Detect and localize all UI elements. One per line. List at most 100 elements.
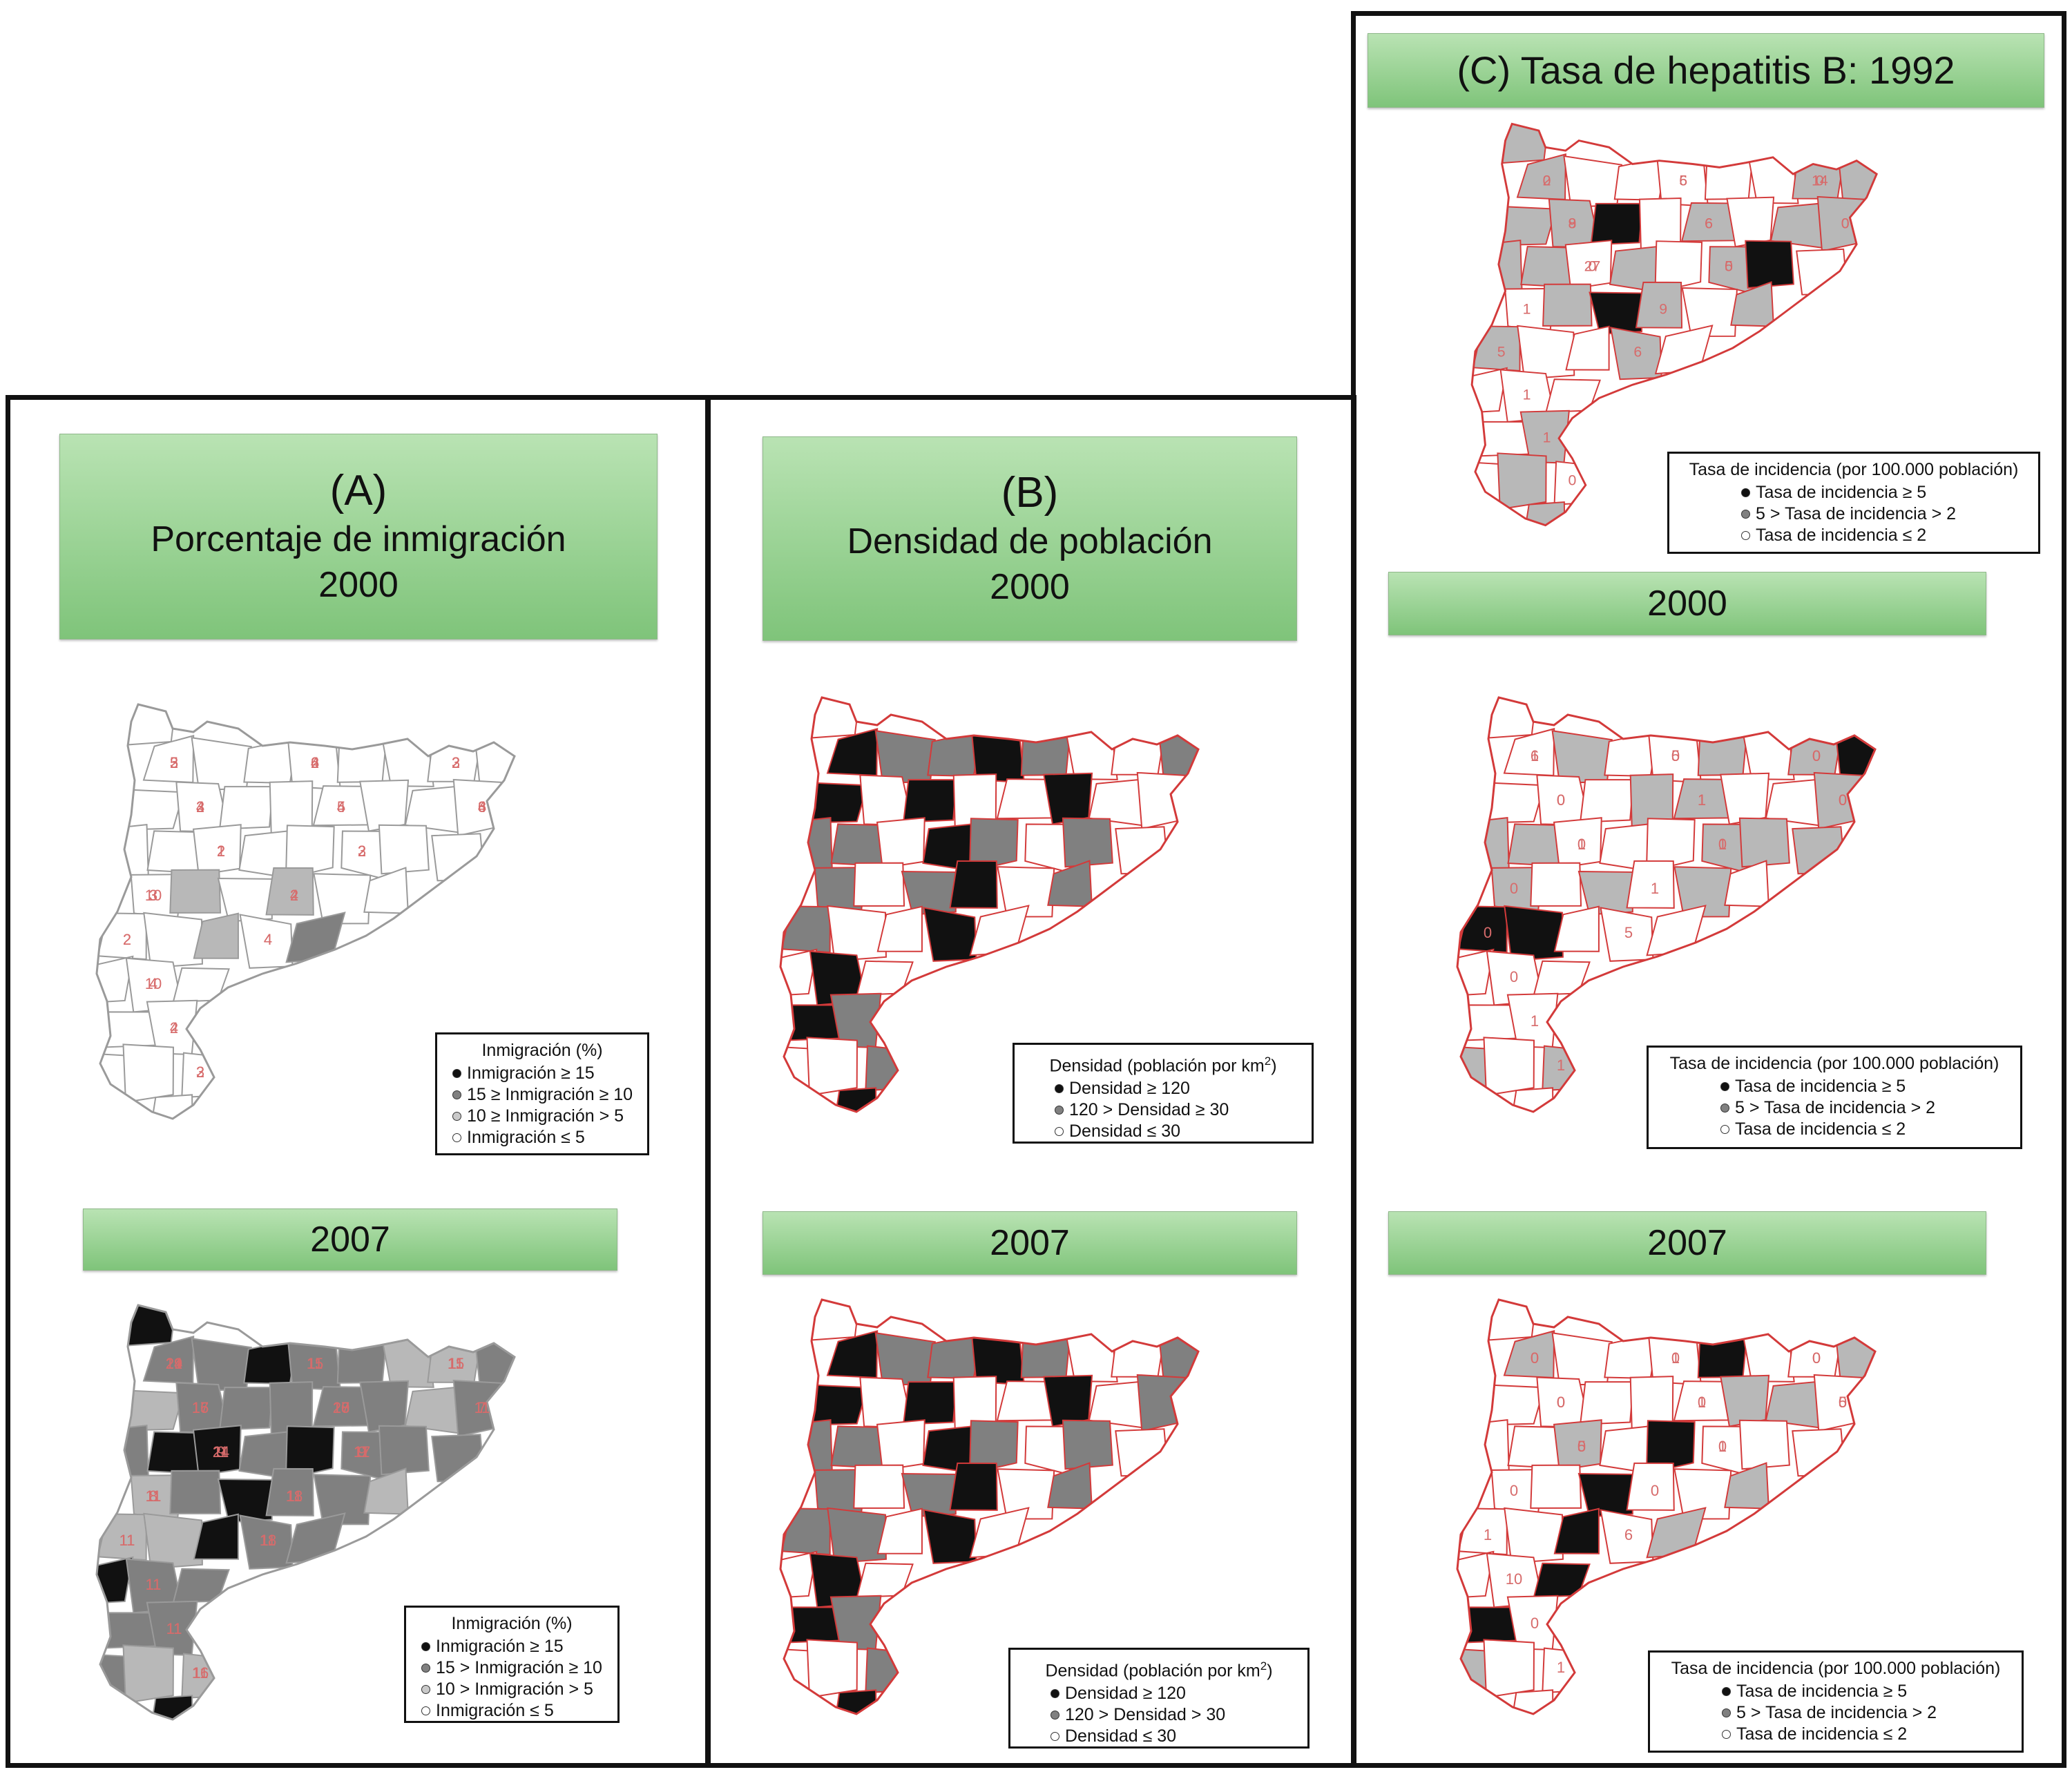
map-region [97, 955, 134, 1004]
map-region [1654, 240, 1703, 293]
panel-a-year-2007: 2007 [310, 1220, 390, 1260]
map-region [1720, 1374, 1770, 1427]
map-region [126, 1389, 185, 1432]
panel-a-title: Porcentaje de inmigración [151, 519, 566, 559]
map-region-label: 3 [358, 842, 366, 860]
map-region-label: 2 [196, 798, 204, 816]
map-region-label: 5 [170, 754, 178, 771]
map-region [285, 825, 335, 880]
map-region-label: 6 [1624, 1526, 1633, 1543]
dot-white-icon [452, 1133, 461, 1142]
map-region [97, 1011, 158, 1048]
map-region-label: 11 [448, 1355, 464, 1372]
map-region [876, 817, 925, 869]
legend-c-2000-item: Tasa de incidencia ≥ 5 [1657, 1076, 2012, 1097]
map-region [780, 948, 818, 997]
dot-dark-icon [1741, 488, 1750, 497]
map-region [191, 1338, 252, 1391]
map-region [1563, 155, 1623, 208]
map-region [1590, 202, 1644, 246]
map-region-label: 8 [149, 1487, 157, 1505]
map-region [1457, 1508, 1508, 1556]
map-region [949, 1462, 998, 1511]
map-region [1530, 862, 1582, 907]
map-region [780, 1004, 842, 1041]
map-region-label: 9 [1659, 300, 1667, 317]
dot-white-icon [1051, 1732, 1059, 1742]
map-region [1681, 287, 1738, 337]
map-region-label: 6 [1679, 172, 1687, 189]
map-b-2007 [774, 1286, 1278, 1728]
map-region [1645, 818, 1696, 873]
map-region [1520, 246, 1571, 288]
map-region [1472, 325, 1521, 372]
map-region-label: 2 [217, 842, 225, 860]
map-region [1533, 1562, 1591, 1598]
map-region [1522, 501, 1566, 526]
map-region-label: 2 [123, 931, 131, 948]
map-region-label: 1 [1523, 300, 1531, 317]
map-region-label: 0 [1841, 215, 1850, 231]
map-region-label: 4 [337, 798, 345, 816]
map-region [1457, 1004, 1519, 1041]
legend-c-2000-title: Tasa de incidencia (por 100.000 població… [1669, 1054, 1999, 1073]
dot-mid-icon [1741, 510, 1750, 519]
map-region [1565, 325, 1610, 371]
map-region [97, 1612, 158, 1649]
map-region [1673, 1468, 1732, 1520]
map-region-label: 20 [333, 1399, 349, 1416]
panel-b-year: 2000 [990, 567, 1070, 607]
map-region [1553, 905, 1600, 952]
legend-c-2007-item: Tasa de incidencia ≥ 5 [1658, 1681, 2013, 1702]
map-region [827, 905, 887, 962]
map-region-label: 11 [448, 1355, 464, 1372]
dot-light-icon [452, 1112, 461, 1121]
map-region [1457, 1550, 1495, 1599]
panel-c-2000-banner: 2000 [1388, 572, 1986, 635]
map-outline [95, 1304, 516, 1721]
map-a-2007: 21 15 11 16 18 7 24 11 8 11 11 18 11 11 11 19 11 15 15 20 11… [90, 1291, 594, 1733]
map-region [1553, 1508, 1600, 1554]
map-region-label: 1 [1718, 1438, 1727, 1455]
map-region-label: 0 [1589, 258, 1597, 274]
map-region-label: 4 [337, 798, 345, 816]
map-region [1062, 817, 1113, 868]
map-region-label: 4 [290, 887, 298, 904]
map-region [923, 1509, 977, 1564]
map-region [1497, 452, 1547, 510]
map-region [285, 1425, 335, 1481]
map-region-label: 11 [474, 1399, 490, 1416]
dot-mid-icon [1055, 1106, 1064, 1115]
map-region-label: 2 [452, 754, 460, 771]
map-region-label: 4 [196, 798, 204, 816]
map-region-label: 0 [1812, 1349, 1821, 1367]
map-region [1507, 1425, 1560, 1470]
map-region-label: 1 [217, 842, 225, 860]
map-region [1062, 1419, 1113, 1470]
legend-b-2000-item: Densidad ≥ 120 [1023, 1078, 1303, 1099]
map-region [97, 1556, 134, 1605]
map-region-label: 4 [311, 754, 319, 771]
map-region-label: 2 [170, 754, 178, 771]
dot-mid-icon [421, 1664, 430, 1673]
map-region [853, 1464, 905, 1509]
map-region-label: 15 [192, 1399, 209, 1416]
panel-c-year-2000: 2000 [1647, 584, 1727, 624]
map-region [126, 789, 185, 831]
map-region-label: 15 [307, 1355, 323, 1372]
dot-dark-icon [1051, 1689, 1059, 1699]
map-region [1645, 1420, 1696, 1475]
map-region-label: 3 [170, 754, 178, 771]
map-region [1111, 1336, 1164, 1378]
map-region-label: 0 [1839, 791, 1847, 809]
map-region-label: 0 [1510, 880, 1518, 897]
map-region-label: 2 [358, 842, 366, 860]
map-region [1646, 1507, 1707, 1559]
dot-white-icon [1741, 531, 1750, 540]
map-region [313, 1474, 372, 1525]
map-region-label: 11 [146, 1576, 162, 1593]
map-region [1472, 367, 1508, 414]
map-region [780, 1508, 831, 1556]
map-region [148, 1695, 193, 1720]
